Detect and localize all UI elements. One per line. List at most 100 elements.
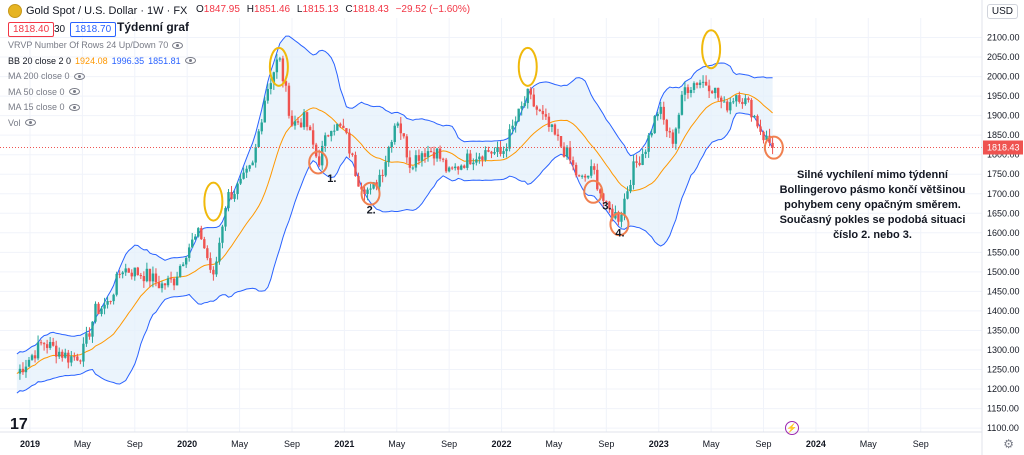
candle-body: [127, 268, 130, 273]
candle-body: [278, 58, 282, 60]
price-tick-label: 1800.00: [987, 150, 1020, 160]
candle-body: [680, 94, 684, 115]
candle-body: [741, 101, 744, 105]
indicator-row[interactable]: Vol: [8, 118, 36, 128]
candle-body: [384, 162, 387, 176]
eye-icon[interactable]: [24, 119, 36, 126]
indicator-row[interactable]: BB 20 close 2 0 1924.08 1996.35 1851.81: [8, 56, 196, 66]
candle-body: [517, 108, 520, 122]
candle-body: [118, 273, 121, 275]
candle-body: [79, 360, 82, 362]
candle-body: [48, 341, 52, 348]
candle-body: [351, 153, 354, 155]
candle-body: [302, 112, 306, 128]
eye-icon[interactable]: [73, 72, 85, 80]
price-tick-label: 1400.00: [987, 306, 1020, 316]
ohlc-close: 1818.43: [352, 4, 389, 15]
candle-body: [463, 165, 466, 168]
candle-body: [399, 123, 402, 134]
candle-body: [330, 130, 333, 137]
candle-body: [372, 182, 375, 189]
indicator-row[interactable]: MA 50 close 0: [8, 87, 80, 97]
candle-body: [339, 123, 342, 126]
candle-body: [157, 282, 161, 289]
eye-icon[interactable]: [184, 57, 196, 64]
bid-price[interactable]: 1818.40: [8, 22, 55, 37]
candle-body: [82, 343, 85, 362]
time-tick-label: 2022: [492, 439, 512, 449]
candle-body: [707, 85, 711, 92]
eye-icon[interactable]: [68, 103, 80, 111]
gear-icon[interactable]: ⚙: [1003, 437, 1014, 451]
candle-body: [233, 194, 236, 199]
highlight-circle-orange: [763, 135, 784, 160]
candle-body: [674, 128, 678, 144]
candle-body: [732, 101, 735, 103]
candle-body: [608, 201, 611, 209]
candle-body: [390, 141, 393, 148]
candle-body: [85, 333, 88, 344]
candle-body: [224, 208, 227, 227]
candle-body: [541, 110, 545, 115]
time-tick-label: 2019: [20, 439, 40, 449]
candle-body: [596, 169, 599, 190]
candle-body: [408, 157, 412, 168]
candle-body: [478, 156, 481, 160]
candle-body: [475, 159, 478, 163]
candle-body: [698, 82, 702, 85]
candle-body: [508, 129, 511, 149]
ask-price[interactable]: 1818.70: [70, 22, 117, 37]
candle-body: [248, 165, 251, 169]
candle-body: [381, 174, 384, 176]
candle-body: [97, 303, 100, 314]
candle-body: [411, 167, 415, 169]
highlight-circle-yellow: [517, 46, 538, 87]
indicator-label: MA 15 close 0: [8, 102, 65, 112]
symbol-header[interactable]: Gold Spot / U.S. Dollar · 1W · FX: [8, 4, 187, 18]
eye-icon[interactable]: [68, 88, 80, 95]
candle-body: [547, 116, 551, 127]
candle-body: [535, 106, 539, 110]
bollinger-upper: [16, 35, 773, 355]
candle-body: [296, 121, 300, 123]
currency-button[interactable]: USD: [986, 4, 1018, 19]
indicator-row[interactable]: VRVP Number Of Rows 24 Up/Down 70: [8, 40, 184, 50]
time-tick-label: Sep: [284, 439, 300, 449]
candle-body: [124, 268, 127, 273]
candle-body: [245, 168, 248, 173]
candle-body: [692, 83, 696, 90]
candle-body: [73, 356, 76, 358]
price-tick-label: 2100.00: [987, 33, 1020, 43]
candle-body: [293, 121, 297, 126]
bollinger-lower: [16, 112, 774, 394]
time-tick-label: Sep: [441, 439, 457, 449]
time-tick-label: 2020: [177, 439, 197, 449]
candle-body: [599, 189, 602, 194]
candle-body: [668, 131, 672, 133]
lightning-icon[interactable]: ⚡: [785, 421, 799, 435]
candle-body: [206, 248, 209, 259]
candle-body: [460, 165, 463, 170]
candle-body: [378, 174, 381, 187]
time-tick-label: 2024: [806, 439, 826, 449]
candle-body: [493, 151, 496, 154]
indicator-row[interactable]: MA 200 close 0: [8, 71, 85, 81]
candle-body: [88, 333, 91, 337]
candle-body: [172, 278, 176, 286]
candle-body: [481, 156, 484, 160]
candle-body: [324, 135, 327, 146]
candle-body: [112, 294, 115, 302]
candle-body: [333, 130, 336, 132]
eye-icon[interactable]: [172, 41, 184, 49]
candle-body: [115, 273, 118, 295]
candle-body: [756, 115, 759, 127]
candle-body: [659, 106, 662, 114]
candle-body: [568, 147, 572, 161]
price-tick-label: 1450.00: [987, 286, 1020, 296]
candle-body: [641, 154, 644, 165]
candle-body: [227, 192, 230, 209]
candle-body: [30, 355, 34, 360]
indicator-row[interactable]: MA 15 close 0: [8, 102, 80, 112]
candle-body: [602, 193, 605, 201]
